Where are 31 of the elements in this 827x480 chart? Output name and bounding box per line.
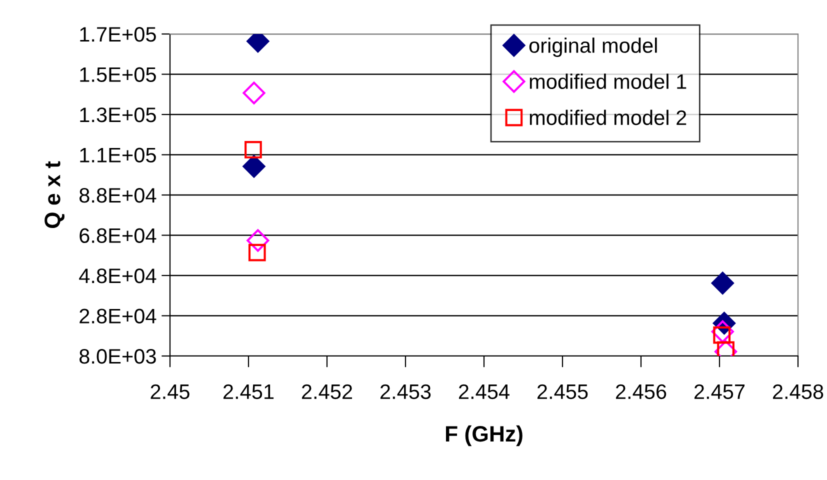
- x-tick-label: 2.455: [537, 384, 588, 400]
- point: [711, 272, 734, 294]
- y-tick-label: 1.7E+05: [80, 27, 156, 42]
- legend-label: original model: [529, 38, 657, 58]
- y-tick-label: 1.5E+05: [80, 67, 156, 82]
- y-tick-label: 8.0E+03: [80, 349, 156, 364]
- legend-label: modified model 2: [530, 110, 686, 126]
- point: [242, 82, 266, 104]
- x-tick-label: 2.457: [694, 384, 745, 400]
- x-axis-title: F (GHz): [446, 425, 522, 446]
- y-tick-label: 1.1E+05: [80, 148, 156, 163]
- y-tick-label: 2.8E+04: [80, 308, 156, 324]
- x-tick-label: 2.452: [302, 384, 352, 400]
- x-tick-label: 2.454: [458, 384, 510, 400]
- y-tick-label: 6.8E+04: [80, 228, 156, 244]
- x-tick-label: 2.456: [616, 384, 666, 400]
- legend-label: modified model 1: [530, 74, 686, 89]
- point: [711, 320, 734, 343]
- point: [242, 155, 266, 178]
- y-axis-title: Q e x t: [44, 161, 64, 228]
- x-tick-label: 2.45: [150, 384, 190, 400]
- x-tick-label: 2.451: [223, 384, 274, 400]
- point: [248, 244, 266, 262]
- point: [246, 229, 270, 252]
- y-tick-label: 8.8E+04: [80, 188, 156, 203]
- y-tick-label: 1.3E+05: [80, 108, 156, 122]
- x-tick-label: 2.453: [380, 384, 431, 400]
- x-tick-label: 2.458: [772, 384, 824, 400]
- point: [717, 341, 734, 356]
- point: [244, 141, 262, 158]
- y-tick-label: 4.8E+04: [79, 268, 156, 284]
